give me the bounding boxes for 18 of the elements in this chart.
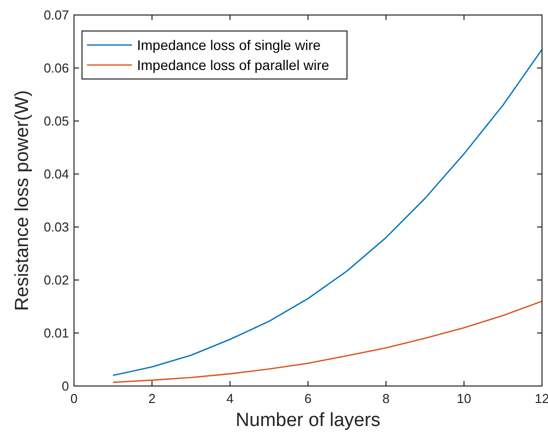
x-tick-label: 4 [226,391,234,406]
legend-label: Impedance loss of single wire [137,37,321,53]
x-tick-label: 10 [456,391,472,406]
legend-label: Impedance loss of parallel wire [137,57,330,73]
x-axis-title: Number of layers [236,410,380,431]
y-tick-label: 0.07 [44,8,69,22]
x-tick-label: 6 [304,391,312,406]
line-series [112,300,542,383]
y-tick-label: 0 [62,378,69,394]
y-tick-label: 0.04 [44,166,69,182]
y-tick-label: 0.03 [44,220,69,234]
x-tick-label: 2 [148,391,156,406]
y-tick-label: 0.06 [44,60,69,76]
y-axis-title: Resistance loss power(W) [12,90,33,311]
y-tick-label: 0.05 [44,114,69,128]
y-tick-label: 0.02 [44,272,69,288]
x-tick-label: 8 [382,391,390,406]
y-tick-label: 0.01 [44,326,69,340]
